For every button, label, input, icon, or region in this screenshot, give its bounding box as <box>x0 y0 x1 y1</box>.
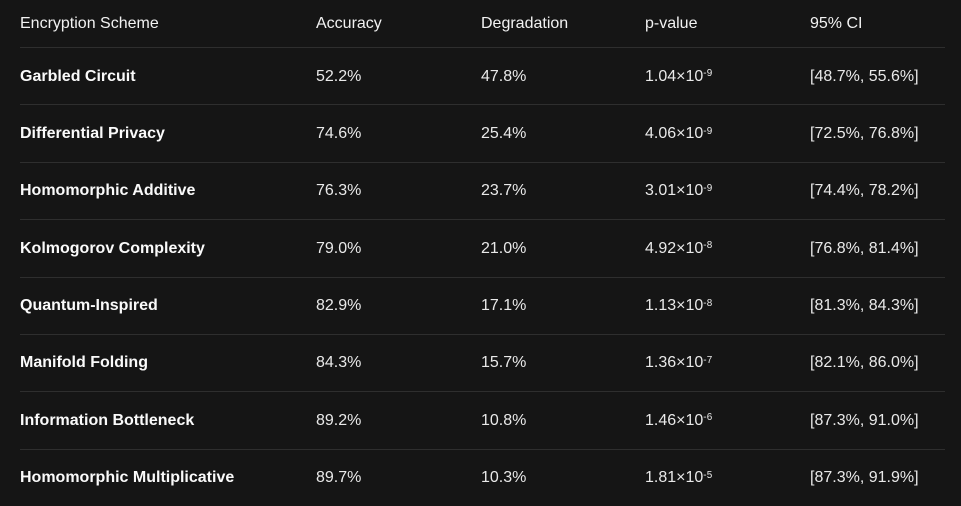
table-row: Information Bottleneck 89.2% 10.8% 1.46×… <box>20 392 945 450</box>
ci-value: [48.7%, 55.6%] <box>810 67 919 85</box>
p-value-exponent: -8 <box>703 240 713 252</box>
column-header-95-ci: 95% CI <box>810 14 863 32</box>
degradation-value: 17.1% <box>481 297 527 315</box>
accuracy-value: 84.3% <box>316 354 362 372</box>
ci-value: [82.1%, 86.0%] <box>810 354 919 372</box>
degradation-value: 10.3% <box>481 469 527 487</box>
accuracy-value: 89.2% <box>316 411 362 429</box>
accuracy-value: 89.7% <box>316 469 362 487</box>
degradation-value: 25.4% <box>481 124 527 142</box>
p-value: 1.81×10-5 <box>645 469 713 487</box>
ci-value: [76.8%, 81.4%] <box>810 239 919 257</box>
p-value-exponent: -9 <box>703 68 713 80</box>
p-value: 1.13×10-8 <box>645 297 713 315</box>
accuracy-value: 79.0% <box>316 239 362 257</box>
degradation-value: 21.0% <box>481 239 527 257</box>
p-value: 4.06×10-9 <box>645 124 713 142</box>
accuracy-value: 82.9% <box>316 297 362 315</box>
p-value: 1.46×10-6 <box>645 411 713 429</box>
scheme-name: Manifold Folding <box>20 354 148 372</box>
scheme-name: Kolmogorov Complexity <box>20 239 205 257</box>
table-row: Homomorphic Additive 76.3% 23.7% 3.01×10… <box>20 163 945 221</box>
ci-value: [87.3%, 91.9%] <box>810 469 919 487</box>
accuracy-value: 74.6% <box>316 124 362 142</box>
p-value-exponent: -6 <box>703 412 713 424</box>
degradation-value: 10.8% <box>481 411 527 429</box>
accuracy-value: 76.3% <box>316 182 362 200</box>
table-row: Garbled Circuit 52.2% 47.8% 1.04×10-9 [4… <box>20 48 945 106</box>
p-value-exponent: -7 <box>703 355 713 367</box>
ci-value: [87.3%, 91.0%] <box>810 411 919 429</box>
scheme-name: Differential Privacy <box>20 124 165 142</box>
column-header-encryption-scheme: Encryption Scheme <box>20 14 159 32</box>
p-value: 4.92×10-8 <box>645 239 713 257</box>
table-row: Kolmogorov Complexity 79.0% 21.0% 4.92×1… <box>20 220 945 278</box>
column-header-accuracy: Accuracy <box>316 14 382 32</box>
p-value-exponent: -9 <box>703 182 713 194</box>
scheme-name: Homomorphic Additive <box>20 182 196 200</box>
p-value: 1.36×10-7 <box>645 354 713 372</box>
scheme-name: Information Bottleneck <box>20 411 195 429</box>
ci-value: [72.5%, 76.8%] <box>810 124 919 142</box>
table-row: Quantum-Inspired 82.9% 17.1% 1.13×10-8 [… <box>20 278 945 335</box>
degradation-value: 47.8% <box>481 67 527 85</box>
scheme-name: Quantum-Inspired <box>20 297 158 315</box>
table-row: Homomorphic Multiplicative 89.7% 10.3% 1… <box>20 450 945 506</box>
degradation-value: 15.7% <box>481 354 527 372</box>
ci-value: [81.3%, 84.3%] <box>810 297 919 315</box>
p-value: 1.04×10-9 <box>645 67 713 85</box>
p-value-exponent: -9 <box>703 125 713 137</box>
accuracy-value: 52.2% <box>316 67 362 85</box>
table-row: Manifold Folding 84.3% 15.7% 1.36×10-7 [… <box>20 335 945 393</box>
p-value-exponent: -8 <box>703 297 713 309</box>
degradation-value: 23.7% <box>481 182 527 200</box>
p-value-exponent: -5 <box>703 469 713 481</box>
ci-value: [74.4%, 78.2%] <box>810 182 919 200</box>
table-row: Differential Privacy 74.6% 25.4% 4.06×10… <box>20 105 945 163</box>
table-header-row: Encryption Scheme Accuracy Degradation p… <box>20 0 945 48</box>
scheme-name: Homomorphic Multiplicative <box>20 469 235 487</box>
p-value: 3.01×10-9 <box>645 182 713 200</box>
scheme-name: Garbled Circuit <box>20 67 136 85</box>
column-header-p-value: p-value <box>645 14 698 32</box>
column-header-degradation: Degradation <box>481 14 569 32</box>
